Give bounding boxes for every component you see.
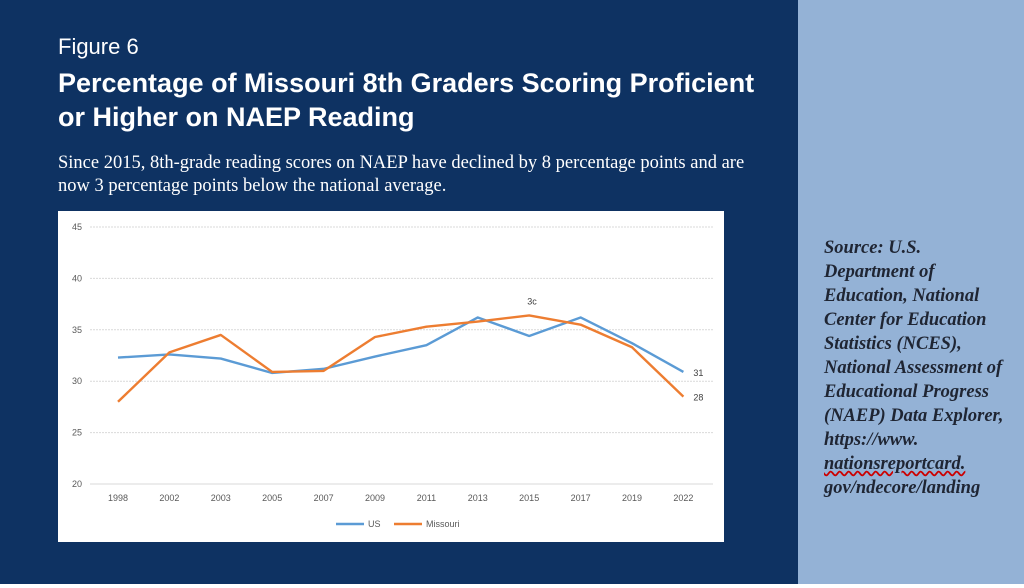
line-chart: 20 25 30 35 40 45 1998 2002 2003 2005 2007 2009 2011… bbox=[72, 222, 713, 529]
source-panel: Source: U.S. Department of Education, Na… bbox=[798, 0, 1024, 584]
source-text: Source: U.S. Department of Education, Na… bbox=[824, 238, 1004, 450]
figure-label: Figure 6 bbox=[58, 34, 139, 59]
x-tick-label: 2013 bbox=[468, 493, 488, 503]
x-tick-label: 2003 bbox=[211, 493, 231, 503]
y-tick-label: 45 bbox=[72, 222, 82, 232]
legend-label-us: US bbox=[368, 519, 381, 529]
y-tick-label: 25 bbox=[72, 428, 82, 438]
source-note: Source: U.S. Department of Education, Na… bbox=[824, 236, 1014, 500]
legend-label-missouri: Missouri bbox=[426, 519, 460, 529]
x-tick-label: 2009 bbox=[365, 493, 385, 503]
source-url[interactable]: nationsreportcard. bbox=[824, 454, 966, 474]
figure-panel: Figure 6 Percentage of Missouri 8th Grad… bbox=[0, 0, 798, 584]
chart-subtitle: Since 2015, 8th-grade reading scores on … bbox=[58, 153, 745, 196]
x-tick-label: 2022 bbox=[673, 493, 693, 503]
x-tick-label: 2015 bbox=[519, 493, 539, 503]
series-line-us bbox=[117, 316, 684, 375]
chart-area: 20 25 30 35 40 45 1998 2002 2003 2005 2007 2009 2011… bbox=[58, 211, 724, 542]
x-tick-label: 2019 bbox=[622, 493, 642, 503]
data-label: 31 bbox=[693, 368, 703, 378]
x-tick-label: 2002 bbox=[159, 493, 179, 503]
y-tick-label: 40 bbox=[72, 273, 82, 283]
y-tick-label: 30 bbox=[72, 376, 82, 386]
source-url-continued[interactable]: gov/ndecore/landing bbox=[824, 478, 981, 498]
x-tick-label: 2017 bbox=[571, 493, 591, 503]
series-line-missouri bbox=[117, 314, 685, 403]
x-tick-label: 2005 bbox=[262, 493, 282, 503]
data-label: 28 bbox=[693, 393, 703, 403]
y-tick-label: 20 bbox=[72, 479, 82, 489]
x-tick-label: 2011 bbox=[417, 493, 436, 503]
y-tick-label: 35 bbox=[72, 325, 82, 335]
data-label: 3c bbox=[527, 296, 537, 306]
chart-title: Percentage of Missouri 8th Graders Scori… bbox=[58, 68, 755, 132]
x-tick-label: 1998 bbox=[108, 493, 128, 503]
x-tick-label: 2007 bbox=[314, 493, 334, 503]
